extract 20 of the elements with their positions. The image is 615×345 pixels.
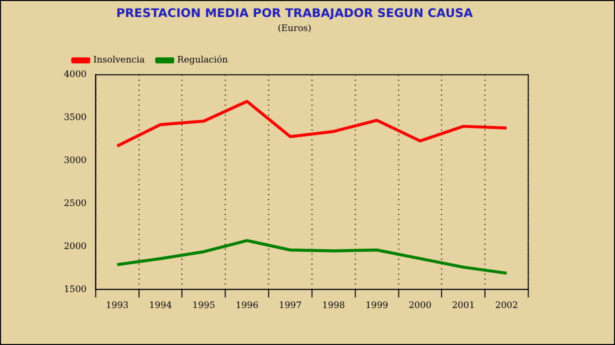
y-tick-label: 3500: [64, 113, 87, 124]
x-tick-label: 2001: [452, 301, 475, 312]
x-tick-label: 2002: [495, 301, 518, 312]
y-tick-label: 2000: [64, 242, 87, 252]
x-tick-label: 2000: [408, 301, 432, 312]
chart-title: PRESTACION MEDIA POR TRABAJADOR SEGUN CAUSA: [116, 6, 474, 20]
x-tick-label: 1996: [236, 301, 259, 312]
y-tick-label: 3000: [64, 156, 87, 166]
x-tick-label: 1993: [106, 301, 129, 312]
x-tick-label: 1994: [149, 301, 172, 312]
x-tick-label: 1995: [192, 301, 216, 312]
y-tick-label: 4000: [64, 70, 87, 80]
x-tick-label: 1999: [365, 301, 389, 312]
x-tick-label: 1997: [278, 301, 302, 312]
legend-label: Regulación: [177, 54, 228, 66]
chart-subtitle: (Euros): [278, 24, 312, 34]
y-tick-label: 2500: [64, 198, 87, 209]
legend-label: Insolvencia: [93, 56, 146, 66]
y-tick-label: 1500: [64, 284, 87, 295]
x-tick-label: 1998: [322, 301, 346, 312]
